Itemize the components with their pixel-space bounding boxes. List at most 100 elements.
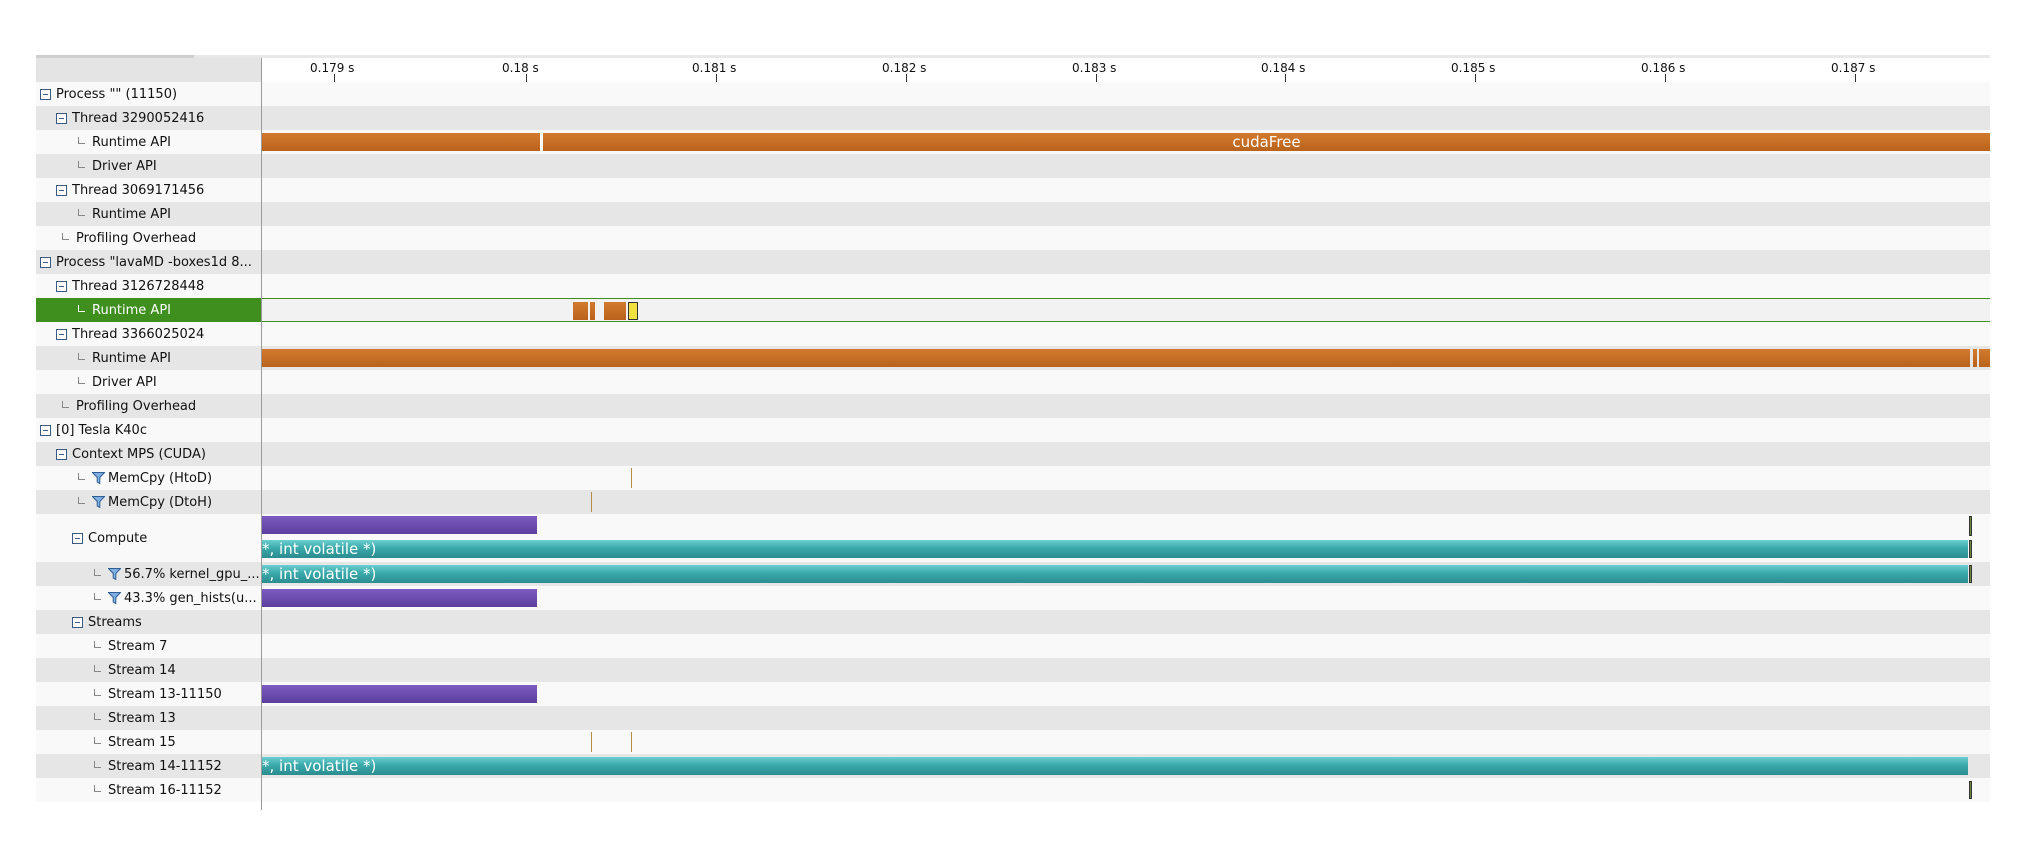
timeline-row[interactable]: Compute *, int volatile *) <box>36 514 1990 562</box>
selected-api-call[interactable] <box>628 302 638 320</box>
scrollbar-thumb[interactable] <box>36 55 194 58</box>
timeline-row[interactable]: MemCpy (DtoH) <box>36 490 1990 514</box>
runtime-api-bar[interactable] <box>262 349 1970 367</box>
timeline-row[interactable]: Runtime API <box>36 346 1990 370</box>
filter-icon[interactable] <box>108 568 121 580</box>
row-lane[interactable] <box>262 250 1990 274</box>
timeline-row[interactable]: Runtime API <box>36 298 1990 322</box>
timeline-row[interactable]: [0] Tesla K40c <box>36 418 1990 442</box>
row-lane[interactable] <box>262 346 1990 370</box>
row-label-cell[interactable]: Driver API <box>36 154 297 178</box>
activity-marker[interactable] <box>1969 540 1972 558</box>
row-label-cell[interactable]: Stream 13-11150 <box>36 682 313 706</box>
runtime-api-bar[interactable] <box>590 302 595 320</box>
row-label-cell[interactable]: Driver API <box>36 370 297 394</box>
row-label-cell[interactable]: Stream 15 <box>36 730 313 754</box>
row-label-cell[interactable]: Runtime API <box>36 298 297 322</box>
pane-divider[interactable] <box>261 58 262 810</box>
timeline-row[interactable]: 43.3% gen_hists(u... <box>36 586 1990 610</box>
gen-hists-kernel-bar[interactable] <box>262 589 537 607</box>
timeline-row[interactable]: Runtime API cudaFree <box>36 130 1990 154</box>
timeline-row[interactable]: Profiling Overhead <box>36 226 1990 250</box>
timeline-row[interactable]: MemCpy (HtoD) <box>36 466 1990 490</box>
row-lane[interactable]: cudaFree <box>262 130 1990 154</box>
filter-icon[interactable] <box>92 472 105 484</box>
timeline-row[interactable]: Streams <box>36 610 1990 634</box>
gen-hists-kernel-bar[interactable] <box>262 685 537 703</box>
memcpy-dtoh-event[interactable] <box>591 732 592 752</box>
row-label-cell[interactable]: Stream 14-11152 <box>36 754 313 778</box>
row-label-cell[interactable]: Thread 3366025024 <box>36 322 281 346</box>
row-label-cell[interactable]: Thread 3069171456 <box>36 178 281 202</box>
runtime-api-bar[interactable] <box>262 133 540 151</box>
cudafree-bar[interactable]: cudaFree <box>543 133 1990 151</box>
row-lane[interactable]: *, int volatile *) <box>262 754 1990 778</box>
row-lane[interactable] <box>262 466 1990 490</box>
filter-icon[interactable] <box>92 496 105 508</box>
row-label-cell[interactable]: Stream 7 <box>36 634 313 658</box>
row-lane[interactable] <box>262 634 1990 658</box>
activity-marker[interactable] <box>1969 516 1972 536</box>
collapse-toggle-icon[interactable] <box>72 616 83 628</box>
kernel-gpu-bar[interactable]: *, int volatile *) <box>262 540 1968 558</box>
runtime-api-bar[interactable] <box>604 302 626 320</box>
row-lane[interactable] <box>262 610 1990 634</box>
timeline-viewer[interactable]: 0.179 s 0.18 s 0.181 s 0.182 s 0.183 s 0.184 … <box>36 55 1990 810</box>
row-lane[interactable] <box>262 106 1990 130</box>
row-label-cell[interactable]: [0] Tesla K40c <box>36 418 265 442</box>
timeline-row[interactable]: Thread 3069171456 <box>36 178 1990 202</box>
collapse-toggle-icon[interactable] <box>56 112 67 124</box>
row-lane[interactable] <box>262 226 1990 250</box>
time-ruler[interactable]: 0.179 s 0.18 s 0.181 s 0.182 s 0.183 s 0.184 … <box>262 58 1990 82</box>
timeline-row[interactable]: Driver API <box>36 370 1990 394</box>
row-lane[interactable] <box>262 418 1990 442</box>
activity-marker[interactable] <box>1969 565 1972 583</box>
collapse-toggle-icon[interactable] <box>72 532 83 544</box>
row-label-cell[interactable]: Runtime API <box>36 202 297 226</box>
row-lane[interactable] <box>262 322 1990 346</box>
row-label-cell[interactable]: Thread 3290052416 <box>36 106 281 130</box>
row-lane[interactable] <box>262 682 1990 706</box>
memcpy-dtoh-event[interactable] <box>591 492 592 512</box>
collapse-toggle-icon[interactable] <box>56 448 67 460</box>
timeline-row[interactable]: Process "lavaMD -boxes1d 8... <box>36 250 1990 274</box>
row-label-cell[interactable]: Runtime API <box>36 346 297 370</box>
row-label-cell[interactable]: Context MPS (CUDA) <box>36 442 281 466</box>
timeline-row[interactable]: Stream 13 <box>36 706 1990 730</box>
gen-hists-kernel-bar[interactable] <box>262 516 537 534</box>
row-lane[interactable] <box>262 154 1990 178</box>
collapse-toggle-icon[interactable] <box>56 328 67 340</box>
row-label-cell[interactable]: Process "lavaMD -boxes1d 8... <box>36 250 265 274</box>
kernel-gpu-bar[interactable]: *, int volatile *) <box>262 757 1968 775</box>
timeline-row[interactable]: Driver API <box>36 154 1990 178</box>
row-lane[interactable]: *, int volatile *) <box>262 562 1990 586</box>
row-lane[interactable] <box>262 490 1990 514</box>
row-label-cell[interactable]: Compute <box>36 514 297 562</box>
row-lane[interactable] <box>262 778 1990 802</box>
timeline-row[interactable]: Stream 14-11152 *, int volatile *) <box>36 754 1990 778</box>
row-label-cell[interactable]: Stream 16-11152 <box>36 778 313 802</box>
row-label-cell[interactable]: 43.3% gen_hists(u... <box>36 586 313 610</box>
row-label-cell[interactable]: 56.7% kernel_gpu_... <box>36 562 313 586</box>
timeline-row[interactable]: 56.7% kernel_gpu_... *, int volatile *) <box>36 562 1990 586</box>
row-label-cell[interactable]: Stream 14 <box>36 658 313 682</box>
collapse-toggle-icon[interactable] <box>56 280 67 292</box>
row-label-cell[interactable]: Profiling Overhead <box>36 226 281 250</box>
row-lane[interactable] <box>262 82 1990 106</box>
row-lane[interactable] <box>262 178 1990 202</box>
collapse-toggle-icon[interactable] <box>56 184 67 196</box>
row-lane[interactable] <box>262 658 1990 682</box>
collapse-toggle-icon[interactable] <box>40 424 51 436</box>
timeline-row[interactable]: Thread 3366025024 <box>36 322 1990 346</box>
row-lane[interactable] <box>262 370 1990 394</box>
row-lane[interactable] <box>262 202 1990 226</box>
runtime-api-bar[interactable] <box>1973 349 1977 367</box>
filter-icon[interactable] <box>108 592 121 604</box>
kernel-gpu-bar[interactable]: *, int volatile *) <box>262 565 1968 583</box>
runtime-api-bar[interactable] <box>1979 349 1990 367</box>
row-lane[interactable] <box>262 442 1990 466</box>
timeline-row[interactable]: Stream 13-11150 <box>36 682 1990 706</box>
row-lane[interactable] <box>262 586 1990 610</box>
timeline-row[interactable]: Stream 7 <box>36 634 1990 658</box>
activity-marker[interactable] <box>1969 781 1972 799</box>
